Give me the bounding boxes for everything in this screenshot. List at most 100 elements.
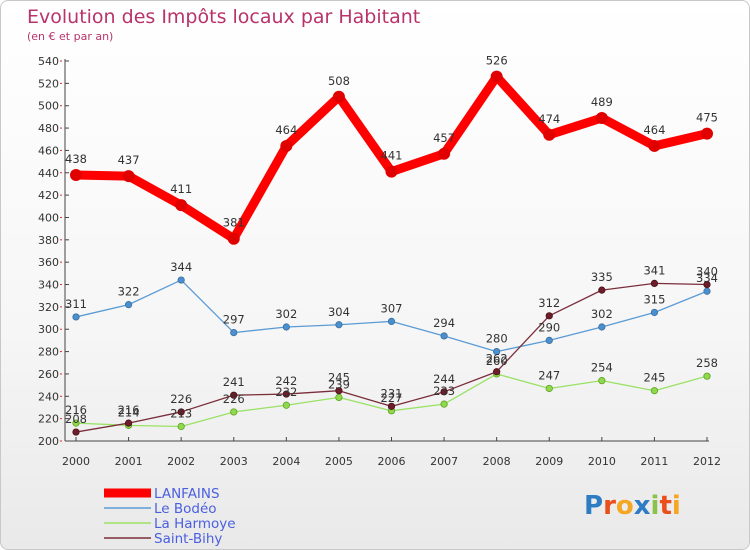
- data-label-saint-bihy: 226: [170, 392, 192, 406]
- data-label-le-bodeo: 322: [118, 285, 140, 299]
- y-tick-label: 540: [38, 55, 59, 68]
- data-point-saint-bihy: [493, 368, 501, 376]
- y-tick-label: 420: [38, 189, 59, 202]
- x-tick-label: 2006: [378, 455, 406, 468]
- logo-letter: P: [584, 491, 604, 521]
- data-label-lanfains: 464: [275, 123, 297, 137]
- data-label-le-bodeo: 294: [433, 316, 455, 330]
- data-label-le-bodeo: 302: [275, 307, 297, 321]
- data-label-saint-bihy: 245: [328, 371, 350, 385]
- data-point-lanfains: [280, 139, 293, 152]
- data-point-la-harmoye: [703, 372, 711, 380]
- y-tick-label: 200: [38, 435, 59, 448]
- data-point-la-harmoye: [598, 377, 606, 385]
- data-label-la-harmoye: 233: [433, 384, 455, 398]
- data-label-lanfains: 489: [591, 95, 613, 109]
- logo-letter: r: [603, 491, 616, 521]
- data-point-saint-bihy: [335, 387, 343, 395]
- data-label-le-bodeo: 304: [328, 305, 350, 319]
- data-point-saint-bihy: [440, 388, 448, 396]
- data-point-la-harmoye: [230, 408, 238, 416]
- data-label-la-harmoye: 254: [591, 361, 613, 375]
- series-layer: [70, 70, 713, 436]
- y-tick-label: 340: [38, 279, 59, 292]
- data-label-lanfains: 381: [223, 216, 245, 230]
- legend-label-le-bodeo: Le Bodéo: [154, 501, 217, 517]
- data-point-saint-bihy: [72, 428, 80, 436]
- y-tick-label: 480: [38, 122, 59, 135]
- data-point-le-bodeo: [72, 313, 80, 321]
- y-tick-label: 360: [38, 256, 59, 269]
- data-label-saint-bihy: 312: [538, 296, 560, 310]
- x-tick-label: 2008: [483, 455, 511, 468]
- data-point-le-bodeo: [177, 276, 185, 284]
- data-label-lanfains: 474: [538, 112, 560, 126]
- data-point-saint-bihy: [650, 279, 659, 288]
- logo-letter: o: [615, 491, 634, 521]
- data-point-lanfains: [122, 170, 135, 183]
- data-point-lanfains: [70, 169, 82, 181]
- data-label-saint-bihy: 216: [118, 403, 140, 417]
- data-label-saint-bihy: 262: [486, 352, 508, 366]
- x-tick-label: 2010: [588, 455, 616, 468]
- data-point-la-harmoye: [545, 384, 553, 393]
- data-label-lanfains: 464: [643, 123, 665, 137]
- data-point-lanfains: [648, 139, 661, 152]
- data-point-saint-bihy: [598, 286, 606, 294]
- data-point-le-bodeo: [493, 347, 501, 356]
- data-point-lanfains: [595, 112, 608, 124]
- data-label-saint-bihy: 208: [65, 412, 87, 426]
- data-label-saint-bihy: 241: [223, 375, 245, 389]
- x-tick-label: 2003: [220, 455, 248, 468]
- data-point-la-harmoye: [282, 401, 290, 409]
- x-tick-label: 2012: [693, 455, 721, 468]
- y-tick-label: 460: [38, 144, 59, 157]
- data-label-le-bodeo: 307: [381, 301, 403, 315]
- data-label-le-bodeo: 311: [65, 297, 87, 311]
- series-le-bodeo: [72, 276, 711, 356]
- data-label-la-harmoye: 226: [223, 392, 245, 406]
- data-label-la-harmoye: 260: [486, 354, 508, 368]
- y-tick-label: 520: [38, 77, 59, 90]
- legend-label-lanfains: LANFAINS: [154, 486, 220, 502]
- data-point-le-bodeo: [703, 287, 711, 295]
- y-tick-label: 440: [38, 167, 59, 180]
- data-label-saint-bihy: 244: [433, 372, 455, 386]
- data-point-la-harmoye: [72, 419, 80, 427]
- data-point-le-bodeo: [230, 328, 238, 337]
- data-point-le-bodeo: [598, 323, 606, 331]
- data-point-lanfains: [332, 90, 345, 103]
- data-point-le-bodeo: [124, 301, 133, 309]
- data-label-saint-bihy: 231: [381, 386, 403, 400]
- data-point-la-harmoye: [440, 400, 448, 408]
- data-point-lanfains: [438, 147, 451, 160]
- data-label-le-bodeo: 344: [170, 260, 192, 274]
- y-tick-label: 280: [38, 346, 59, 359]
- data-point-le-bodeo: [440, 332, 448, 340]
- data-point-saint-bihy: [282, 390, 290, 398]
- data-label-le-bodeo: 334: [696, 271, 718, 285]
- data-point-la-harmoye: [335, 393, 343, 402]
- proxiti-logo: Proxiti: [584, 491, 681, 521]
- data-label-la-harmoye: 227: [381, 391, 403, 405]
- data-label-la-harmoye: 216: [65, 403, 87, 417]
- x-tick-label: 2005: [325, 455, 353, 468]
- data-label-le-bodeo: 290: [538, 320, 560, 334]
- chart-subtitle: (en € et par an): [27, 30, 114, 43]
- x-tick-label: 2000: [62, 455, 90, 468]
- y-tick-label: 320: [38, 301, 59, 314]
- data-label-lanfains: 437: [118, 153, 140, 167]
- data-labels-layer: 311 322 344 297 302 304 307 294 280 290 302 315 334 2…: [65, 54, 718, 426]
- data-point-lanfains: [490, 70, 503, 83]
- data-point-saint-bihy: [545, 312, 553, 320]
- data-label-le-bodeo: 302: [591, 307, 613, 321]
- data-label-lanfains: 508: [328, 74, 350, 88]
- data-point-la-harmoye: [650, 387, 659, 395]
- data-point-la-harmoye: [177, 422, 185, 431]
- x-tick-label: 2007: [430, 455, 458, 468]
- x-tick-label: 2001: [115, 455, 143, 468]
- data-point-lanfains: [227, 232, 240, 245]
- data-point-lanfains: [543, 128, 556, 141]
